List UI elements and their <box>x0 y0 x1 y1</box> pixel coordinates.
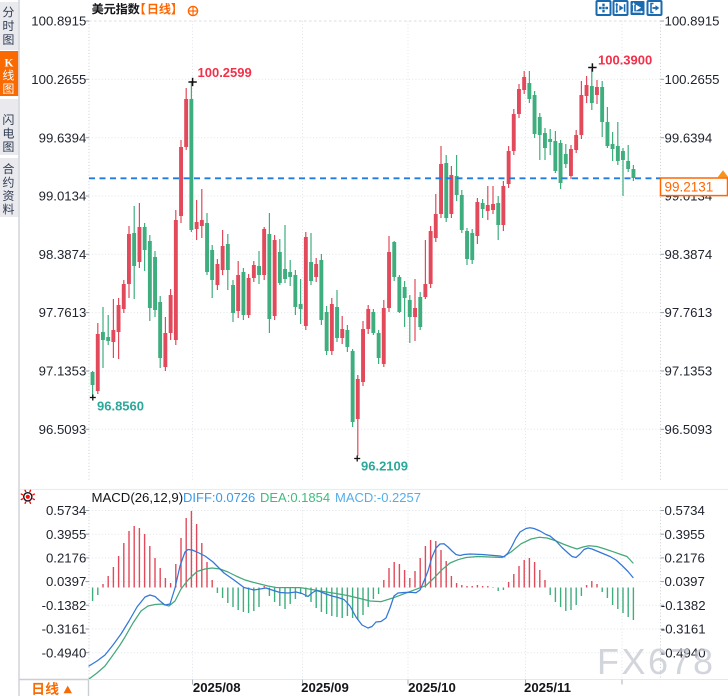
svg-text:DIFF:0.0726: DIFF:0.0726 <box>183 490 255 505</box>
svg-text:-0.4940: -0.4940 <box>661 645 706 660</box>
svg-text:DEA:0.1854: DEA:0.1854 <box>260 490 330 505</box>
svg-text:97.7613: 97.7613 <box>665 305 713 320</box>
svg-text:2025/10: 2025/10 <box>408 680 456 695</box>
svg-text:0.2176: 0.2176 <box>665 551 705 566</box>
svg-text:-0.4940: -0.4940 <box>42 645 87 660</box>
svg-text:-0.3161: -0.3161 <box>661 622 706 637</box>
svg-text:100.8915: 100.8915 <box>31 14 86 29</box>
svg-text:MACD(26,12,9): MACD(26,12,9) <box>92 490 184 505</box>
svg-text:96.5093: 96.5093 <box>665 422 713 437</box>
svg-text:-0.1382: -0.1382 <box>42 598 87 613</box>
svg-text:99.6394: 99.6394 <box>665 130 713 145</box>
svg-text:0.5734: 0.5734 <box>665 503 705 518</box>
svg-text:2025/11: 2025/11 <box>524 680 571 695</box>
svg-text:0.3955: 0.3955 <box>665 527 705 542</box>
svg-text:MACD:-0.2257: MACD:-0.2257 <box>335 490 421 505</box>
svg-text:99.2131: 99.2131 <box>665 180 714 195</box>
svg-text:99.0134: 99.0134 <box>39 189 87 204</box>
svg-text:-0.3161: -0.3161 <box>42 622 87 637</box>
svg-text:96.8560: 96.8560 <box>97 399 144 414</box>
svg-text:-0.1382: -0.1382 <box>661 598 706 613</box>
svg-text:99.6394: 99.6394 <box>39 130 87 145</box>
svg-text:100.2655: 100.2655 <box>665 72 720 87</box>
svg-text:97.1353: 97.1353 <box>665 364 713 379</box>
svg-text:2025/08: 2025/08 <box>193 680 241 695</box>
svg-text:96.5093: 96.5093 <box>39 422 87 437</box>
svg-text:97.1353: 97.1353 <box>39 364 87 379</box>
svg-text:2025/09: 2025/09 <box>301 680 349 695</box>
svg-text:100.2655: 100.2655 <box>31 72 86 87</box>
svg-text:FX678: FX678 <box>597 641 716 682</box>
svg-text:K: K <box>5 58 14 70</box>
svg-text:0.0397: 0.0397 <box>665 574 705 589</box>
svg-text:97.7613: 97.7613 <box>39 305 87 320</box>
svg-text:0.5734: 0.5734 <box>46 503 86 518</box>
svg-text:100.8915: 100.8915 <box>665 14 720 29</box>
svg-text:100.2599: 100.2599 <box>198 65 252 80</box>
svg-text:0.0397: 0.0397 <box>46 574 86 589</box>
svg-text:100.3900: 100.3900 <box>598 53 652 68</box>
svg-text:98.3874: 98.3874 <box>39 247 87 262</box>
svg-text:96.2109: 96.2109 <box>361 459 408 474</box>
svg-text:0.2176: 0.2176 <box>46 551 86 566</box>
svg-text:0.3955: 0.3955 <box>46 527 86 542</box>
svg-text:98.3874: 98.3874 <box>665 247 713 262</box>
